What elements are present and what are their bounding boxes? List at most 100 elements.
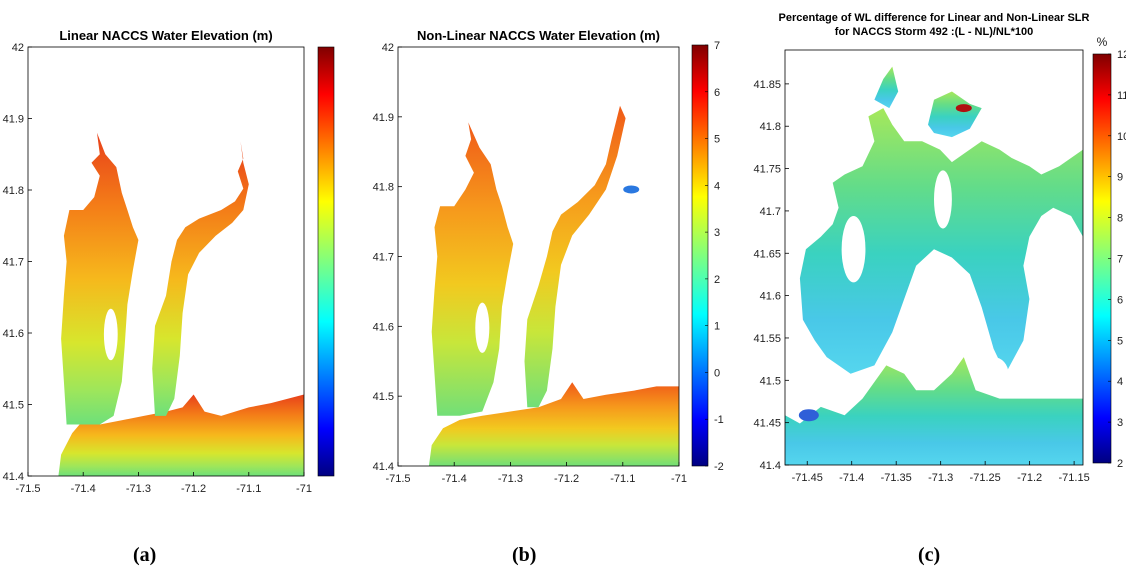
x-tick-label: -71.3 — [498, 473, 523, 485]
bay-region-1 — [61, 132, 139, 425]
bay-region-2 — [524, 105, 626, 408]
colorbar-tick-label: 7 — [714, 40, 720, 52]
colorbar-tick-label: 9 — [1117, 172, 1123, 184]
y-tick-label: 41.6 — [3, 328, 24, 340]
low-value-patch — [623, 185, 640, 194]
colorbar — [691, 44, 709, 467]
panel-a: Linear NACCS Water Elevation (m) -71.5 -71… — [3, 28, 335, 495]
y-tick-label: 41.85 — [753, 79, 781, 91]
y-tick-label: 41.5 — [760, 375, 781, 387]
x-tick-label: -71.5 — [15, 483, 40, 495]
x-tick-label: -71.35 — [881, 472, 912, 484]
water-elevation-field — [58, 132, 304, 476]
water-elevation-field — [785, 66, 1083, 465]
y-tick-label: 41.8 — [3, 185, 24, 197]
colorbar-tick-label: 8 — [1117, 213, 1123, 225]
x-tick-label: -71.2 — [554, 473, 579, 485]
high-value-patch — [955, 104, 972, 113]
y-tick-label: 41.5 — [3, 400, 24, 412]
colorbar-tick-label: 5 — [714, 134, 720, 146]
y-tick-label: 41.9 — [3, 114, 24, 126]
chart-subtitle: for NACCS Storm 492 :(L - NL)/NL*100 — [835, 26, 1033, 38]
colorbar-tick-label: 3 — [1117, 417, 1123, 429]
colorbar-tick-label: 2 — [1117, 458, 1123, 470]
colorbar-tick-label: 4 — [1117, 376, 1123, 388]
island-0 — [841, 216, 866, 283]
x-tick-label: -71.5 — [385, 473, 410, 485]
colorbar-tick-label: 4 — [714, 180, 720, 192]
bay-region-0 — [785, 357, 1083, 465]
x-tick-label: -71 — [671, 473, 687, 485]
y-tick-label: 41.5 — [373, 391, 394, 403]
y-tick-label: 41.7 — [760, 206, 781, 218]
colorbar-tick-label: 7 — [1117, 254, 1123, 266]
y-tick-label: 41.65 — [753, 248, 781, 260]
island-1 — [934, 170, 952, 229]
panel-b: Non-Linear NACCS Water Elevation (m) -71.… — [373, 28, 724, 485]
y-tick-label: 41.45 — [753, 418, 781, 430]
colorbar-tick-label: 10 — [1117, 131, 1126, 143]
x-tick-label: -71.1 — [236, 483, 261, 495]
x-tick-label: -71.3 — [928, 472, 953, 484]
y-tick-label: 41.7 — [373, 252, 394, 264]
y-tick-label: 41.6 — [373, 321, 394, 333]
x-tick-label: -71.15 — [1059, 472, 1090, 484]
bay-region-0 — [58, 394, 304, 476]
bay-region-2 — [152, 141, 249, 416]
y-tick-label: 41.8 — [373, 182, 394, 194]
y-tick-label: 41.4 — [373, 461, 394, 473]
chart-title: Linear NACCS Water Elevation (m) — [59, 28, 272, 43]
x-tick-label: -71.2 — [1017, 472, 1042, 484]
axes-frame — [784, 49, 1084, 466]
colorbar-tick-label: 5 — [1117, 335, 1123, 347]
y-tick-label: 41.55 — [753, 333, 781, 345]
x-tick-label: -71 — [296, 483, 312, 495]
x-tick-label: -71.45 — [792, 472, 823, 484]
x-tick-label: -71.1 — [610, 473, 635, 485]
colorbar-unit: % — [1097, 35, 1108, 49]
panel-letter-b: (b) — [512, 544, 537, 566]
y-tick-label: 41.6 — [760, 291, 781, 303]
colorbar-tick-label: 1 — [714, 321, 720, 333]
colorbar-tick-label: 6 — [1117, 294, 1123, 306]
colorbar-tick-label: 6 — [714, 87, 720, 99]
x-tick-label: -71.2 — [181, 483, 206, 495]
y-tick-label: 42 — [382, 42, 394, 54]
y-tick-label: 41.4 — [760, 460, 781, 472]
bay-region-0 — [428, 382, 679, 466]
colorbar-tick-label: 12 — [1117, 49, 1126, 61]
panel-letter-c: (c) — [918, 544, 941, 566]
x-tick-label: -71.4 — [442, 473, 467, 485]
island-2 — [901, 319, 920, 362]
bay-region-3 — [928, 91, 982, 138]
chart-title: Non-Linear NACCS Water Elevation (m) — [417, 28, 660, 43]
panel-c: Percentage of WL difference for Linear a… — [753, 12, 1126, 484]
y-tick-label: 41.9 — [373, 112, 394, 124]
y-tick-label: 41.8 — [760, 121, 781, 133]
water-elevation-field — [428, 105, 679, 466]
island-3 — [978, 357, 1009, 391]
y-tick-label: 41.7 — [3, 257, 24, 269]
x-tick-label: -71.25 — [970, 472, 1001, 484]
y-tick-label: 41.75 — [753, 164, 781, 176]
bay-region-1 — [799, 108, 1083, 374]
island — [475, 302, 490, 353]
colorbar-tick-label: -2 — [714, 461, 724, 473]
x-tick-label: -71.4 — [71, 483, 96, 495]
x-tick-label: -71.4 — [839, 472, 864, 484]
colorbar-tick-label: 3 — [714, 227, 720, 239]
low-value-patch — [798, 409, 819, 422]
x-tick-label: -71.3 — [126, 483, 151, 495]
bay-region-1 — [431, 122, 514, 416]
chart-title: Percentage of WL difference for Linear a… — [779, 12, 1090, 24]
y-tick-label: 42 — [12, 42, 24, 54]
island — [103, 308, 118, 361]
panel-letter-a: (a) — [133, 544, 157, 566]
colorbar-tick-label: 0 — [714, 367, 720, 379]
bay-region-2 — [874, 66, 899, 109]
colorbar-tick-label: -1 — [714, 414, 724, 426]
colorbar — [317, 46, 335, 477]
colorbar-tick-label: 11 — [1117, 90, 1126, 102]
colorbar-tick-label: 2 — [714, 274, 720, 286]
